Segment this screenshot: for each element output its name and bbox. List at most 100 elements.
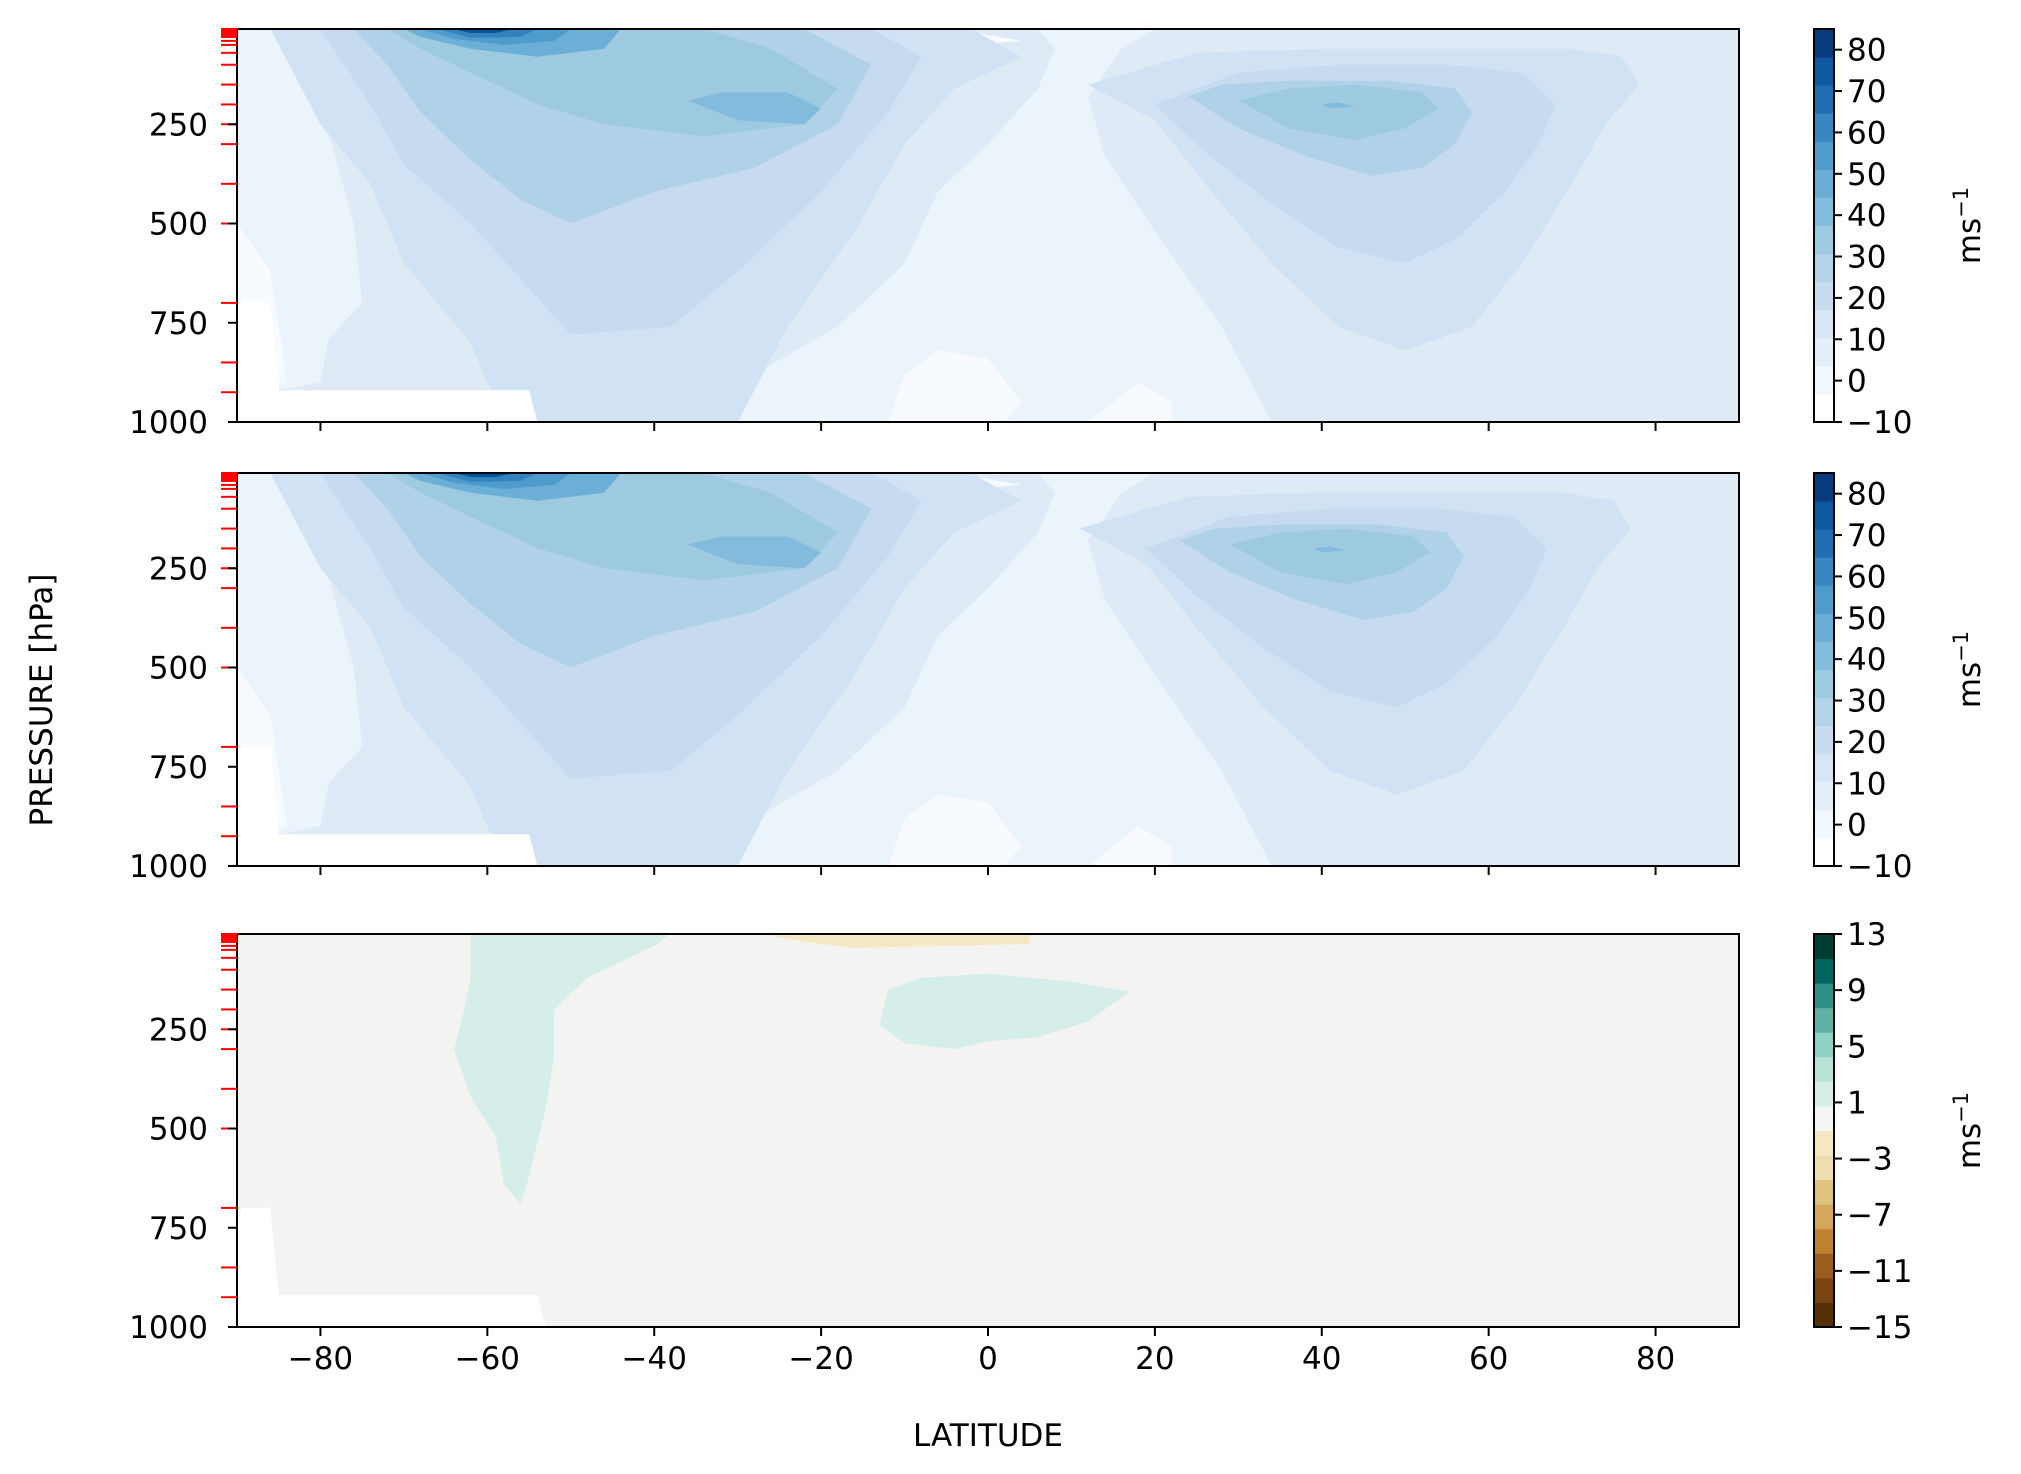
contour-band-35-north [1238, 84, 1439, 141]
colorbar-segment [1814, 57, 1834, 86]
contour-band-pos-south [454, 934, 671, 1204]
y-tick-label: 1000 [129, 1310, 208, 1346]
contour-band-40-north-core [1321, 102, 1356, 109]
colorbar-segment [1814, 1179, 1834, 1205]
colorbar-tick-label: 0 [1847, 364, 1867, 400]
colorbar-tick-label: −11 [1847, 1254, 1912, 1290]
y-tick-label: 500 [149, 207, 208, 243]
colorbar-tick-label: 20 [1847, 725, 1886, 761]
colorbar-segment [1814, 1081, 1834, 1107]
contour-fill-top [237, 29, 1739, 422]
colorbar-segment [1814, 197, 1834, 226]
colorbar-tick-label: 13 [1847, 917, 1886, 953]
x-tick-label: −20 [788, 1341, 853, 1377]
y-tick-label: 500 [149, 1112, 208, 1148]
x-tick-label: 80 [1636, 1341, 1675, 1377]
colorbar-segment [1814, 1130, 1834, 1156]
colorbar-segment [1814, 837, 1834, 867]
contour-fill-middle [237, 473, 1739, 866]
colorbar-segment [1814, 169, 1834, 198]
x-tick-label: 40 [1302, 1341, 1341, 1377]
colorbar-segment [1814, 309, 1834, 339]
colorbar-tick-label: 80 [1847, 477, 1886, 513]
colorbar-segment [1814, 1007, 1834, 1033]
contour-missing-surface [237, 390, 538, 422]
contour-band-35-north [1230, 528, 1431, 585]
colorbar-tick-label: 70 [1847, 74, 1886, 110]
colorbar-tick-label: −7 [1847, 1198, 1893, 1234]
y-ticks-bottom: 250 500 750 1000 [129, 1012, 237, 1346]
colorbar-tick-label: −10 [1847, 849, 1912, 885]
colorbar-segment [1814, 29, 1834, 58]
y-tick-label: 750 [149, 306, 208, 342]
colorbar-tick-label: 10 [1847, 766, 1886, 802]
colorbar-tick-label: 40 [1847, 642, 1886, 678]
colorbar-segment [1814, 1105, 1834, 1131]
y-tick-label: 1000 [129, 405, 208, 441]
y-tick-label: 500 [149, 651, 208, 687]
colorbar-segment [1814, 1277, 1834, 1303]
panel-middle: 250 500 750 1000 −10 0 10 20 30 40 50 60 70 80 ms−1 [129, 472, 1988, 885]
colorbar-segment [1814, 225, 1834, 255]
colorbar-segment [1814, 1253, 1834, 1279]
colorbar-tick-label: 70 [1847, 518, 1886, 554]
panel-top: 250 500 750 1000 −10 0 10 20 30 40 50 60 70 80 ms−1 [129, 28, 1988, 441]
colorbar-segment [1814, 557, 1834, 586]
colorbar-frame [1813, 28, 1835, 423]
colorbar-tick-label: 1 [1847, 1085, 1867, 1121]
colorbar-segment [1814, 113, 1834, 142]
colorbar-segment [1814, 725, 1834, 755]
contour-missing-surface [237, 834, 538, 866]
y-tick-label: 1000 [129, 849, 208, 885]
colorbar-segment [1814, 781, 1834, 811]
colorbar-tick-label: 40 [1847, 198, 1886, 234]
colorbar-middle: −10 0 10 20 30 40 50 60 70 80 ms−1 [1813, 472, 1988, 885]
colorbar-segment [1814, 753, 1834, 783]
colorbar-tick-label: 20 [1847, 281, 1886, 317]
colorbar-tick-label: −15 [1847, 1310, 1912, 1346]
x-ticks-middle [319, 866, 1657, 875]
colorbar-segment [1814, 983, 1834, 1009]
colorbar-segment [1814, 641, 1834, 670]
contour-field-bottom [237, 934, 1739, 1327]
colorbar-segment [1814, 1302, 1834, 1328]
x-ticks-top [319, 422, 1657, 431]
contour-band-pos-eq [879, 973, 1130, 1050]
colorbar-segment [1814, 365, 1834, 395]
colorbar-segment [1814, 473, 1834, 502]
colorbar-segment [1814, 613, 1834, 642]
colorbar-segment [1814, 281, 1834, 311]
contour-field-middle [237, 473, 1739, 866]
colorbar-tick-label: 9 [1847, 973, 1867, 1009]
level-ticks-top [221, 28, 237, 394]
x-tick-label: −60 [455, 1341, 520, 1377]
colorbar-segment [1814, 85, 1834, 114]
colorbar-unit-label: ms−1 [1949, 631, 1988, 708]
colorbar-segment [1814, 1056, 1834, 1082]
contour-fill-bottom [237, 934, 1739, 1327]
contour-band-0-central [687, 29, 1272, 422]
colorbar-segment [1814, 934, 1834, 960]
colorbar-tick-label: −3 [1847, 1142, 1893, 1178]
contour-missing-surface [237, 1295, 546, 1327]
x-tick-label: 20 [1135, 1341, 1174, 1377]
colorbar-tick-label: 10 [1847, 322, 1886, 358]
level-ticks-bottom [221, 933, 237, 1299]
colorbar-segment [1814, 141, 1834, 170]
contour-band-65-jet [437, 473, 538, 482]
colorbar-segment [1814, 669, 1834, 699]
colorbar-tick-label: 60 [1847, 559, 1886, 595]
colorbar-segment [1814, 501, 1834, 530]
contour-missing-west [237, 302, 279, 391]
contour-band-min-nh [1088, 826, 1172, 866]
contour-band-65-jet [437, 29, 538, 38]
colorbar-tick-label: 30 [1847, 684, 1886, 720]
y-tick-label: 750 [149, 1211, 208, 1247]
colorbar-top: −10 0 10 20 30 40 50 60 70 80 ms−1 [1813, 28, 1988, 441]
colorbar-segment [1814, 1228, 1834, 1254]
colorbar-bottom: −15 −11 −7 −3 1 5 9 13 ms−1 [1813, 917, 1988, 1346]
x-axis-label: LATITUDE [913, 1418, 1063, 1454]
colorbar-segment [1814, 585, 1834, 614]
